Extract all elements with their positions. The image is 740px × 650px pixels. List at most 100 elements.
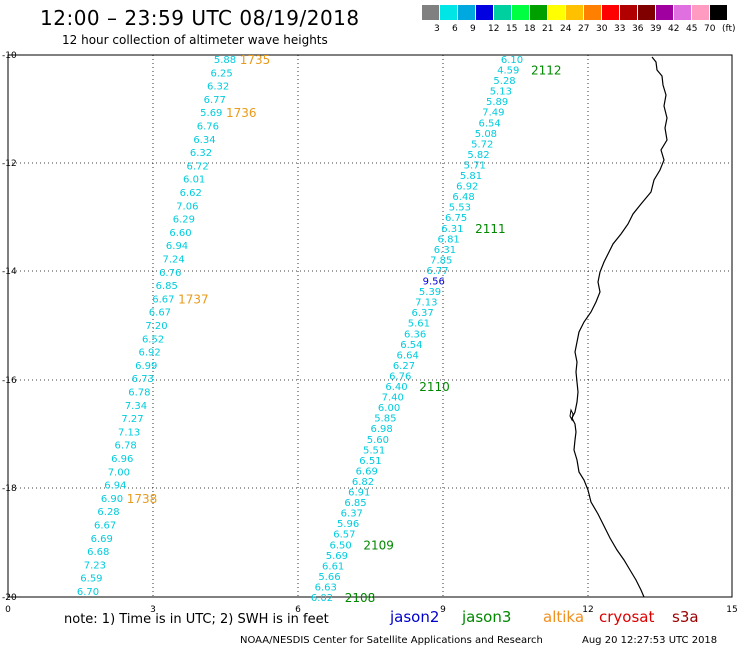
- wave-height-value: 6.82: [352, 477, 374, 488]
- wave-height-value: 5.51: [363, 445, 385, 456]
- satellite-name: altika: [543, 608, 585, 626]
- y-tick-label: -10: [2, 51, 17, 61]
- legend-label: 39: [650, 24, 662, 34]
- wave-height-value: 7.13: [118, 427, 140, 438]
- wave-height-value: 6.31: [441, 224, 463, 235]
- x-tick-label: 9: [440, 605, 446, 615]
- wave-height-value: 6.32: [190, 148, 212, 159]
- note-text: note: 1) Time is in UTC; 2) SWH is in fe…: [64, 612, 329, 627]
- axis-ticks: 0 3 6 9 12 15 -10 -12 -14 -16 -18 -20: [2, 51, 738, 615]
- wave-height-value: 6.69: [91, 534, 113, 545]
- wave-height-value: 6.92: [456, 182, 478, 193]
- wave-height-value: 5.89: [486, 97, 508, 108]
- wave-height-value: 7.06: [176, 201, 198, 212]
- wave-height-value: 6.70: [77, 587, 99, 598]
- legend-label: 30: [596, 24, 608, 34]
- wave-height-value: 6.76: [389, 371, 411, 382]
- legend-label: 9: [470, 24, 476, 34]
- wave-height-value: 6.28: [97, 507, 119, 518]
- wave-height-value: 6.85: [344, 498, 366, 509]
- pass-time-label: 1737: [178, 292, 209, 306]
- satellite-name: cryosat: [599, 608, 655, 626]
- legend-swatch: [548, 5, 565, 20]
- altimeter-tracks: 5.88 6.25 6.32 6.77 5.69 6.76 6.34 6.32 6.72 6.01…: [77, 53, 562, 605]
- wave-height-value: 6.54: [479, 118, 501, 129]
- wave-height-value: 7.20: [145, 321, 167, 332]
- legend-swatch: [656, 5, 673, 20]
- pass-time-label: 2109: [363, 538, 394, 552]
- pass-time-label: 1738: [127, 492, 158, 506]
- wave-height-value: 6.64: [397, 350, 419, 361]
- wave-height-value: 6.63: [315, 582, 337, 593]
- legend-swatch: [494, 5, 511, 20]
- wave-height-value: 5.69: [326, 551, 348, 562]
- satellite-name: jason2: [390, 608, 440, 626]
- wave-height-value: 6.76: [197, 122, 219, 133]
- wave-height-value: 5.85: [374, 414, 396, 425]
- wave-height-value: 5.39: [419, 287, 441, 298]
- wave-height-value: 7.40: [382, 393, 404, 404]
- map-title: 12:00 – 23:59 UTC 08/19/2018: [40, 6, 360, 30]
- legend-label: 45: [686, 24, 698, 34]
- wave-height-value: 6.25: [210, 68, 232, 79]
- wave-height-value: 6.57: [333, 530, 355, 541]
- legend-label: 36: [632, 24, 644, 34]
- wave-height-value: 7.00: [108, 467, 130, 478]
- legend-swatch: [476, 5, 493, 20]
- wave-height-value: 6.96: [111, 454, 133, 465]
- legend-swatch: [692, 5, 709, 20]
- wave-height-value: 5.60: [367, 435, 389, 446]
- wave-height-value: 6.77: [426, 266, 448, 277]
- wave-height-value: 6.40: [385, 382, 407, 393]
- wave-height-value: 6.72: [186, 161, 208, 172]
- legend-swatch: [458, 5, 475, 20]
- wave-height-value: 5.81: [460, 171, 482, 182]
- pass-time-label: 2108: [345, 591, 376, 605]
- wave-height-value: 5.88: [214, 55, 236, 66]
- wave-height-value: 5.08: [475, 129, 497, 140]
- pass-time-label: 1736: [226, 106, 257, 120]
- wave-height-value: 7.23: [84, 560, 106, 571]
- map-subtitle: 12 hour collection of altimeter wave hei…: [62, 33, 328, 47]
- legend-label: 3: [434, 24, 440, 34]
- wave-height-value: 7.85: [430, 255, 452, 266]
- wave-height-value: 6.48: [452, 192, 474, 203]
- pass-time-label: 2111: [475, 222, 506, 236]
- wave-height-value: 6.68: [87, 547, 109, 558]
- legend-label: 42: [668, 24, 680, 34]
- wave-height-value: 6.62: [180, 188, 202, 199]
- grid-lines: [8, 55, 732, 597]
- wave-height-value: 6.37: [411, 308, 433, 319]
- wave-height-value: 6.27: [393, 361, 415, 372]
- wave-height-value: 5.13: [490, 87, 512, 98]
- wave-height-value: 6.31: [434, 245, 456, 256]
- wave-height-value: 6.59: [80, 574, 102, 585]
- wave-height-value: 6.94: [104, 481, 126, 492]
- wave-height-value: 6.51: [359, 456, 381, 467]
- wave-height-value: 6.10: [501, 55, 523, 66]
- wave-height-value: 5.69: [200, 108, 222, 119]
- plot-frame: [7, 54, 733, 598]
- wave-height-value: 6.52: [142, 334, 164, 345]
- legend-label: 70: [704, 24, 716, 34]
- wave-height-value: 6.29: [173, 215, 195, 226]
- wave-height-value: 7.27: [121, 414, 143, 425]
- legend-label: 12: [488, 24, 500, 34]
- wave-height-value: 6.75: [445, 213, 467, 224]
- wave-height-value: 5.82: [467, 150, 489, 161]
- y-tick-label: -12: [2, 159, 17, 169]
- island-outline: [569, 408, 574, 422]
- color-legend: 3 6 9 12 15 18 21 24 27 30 33 36 39 42 45 70 (ft): [422, 5, 736, 35]
- wave-height-value: 6.91: [348, 488, 370, 499]
- legend-label: 21: [542, 24, 554, 34]
- wave-height-value: 6.69: [356, 466, 378, 477]
- coastline: [571, 56, 668, 598]
- x-tick-label: 0: [5, 605, 11, 615]
- wave-height-value: 4.59: [497, 66, 519, 77]
- satellite-name: s3a: [672, 608, 699, 626]
- wave-height-value: 5.53: [449, 203, 471, 214]
- legend-swatch: [584, 5, 601, 20]
- wave-height-value: 6.37: [341, 509, 363, 520]
- wave-height-value: 6.99: [135, 361, 157, 372]
